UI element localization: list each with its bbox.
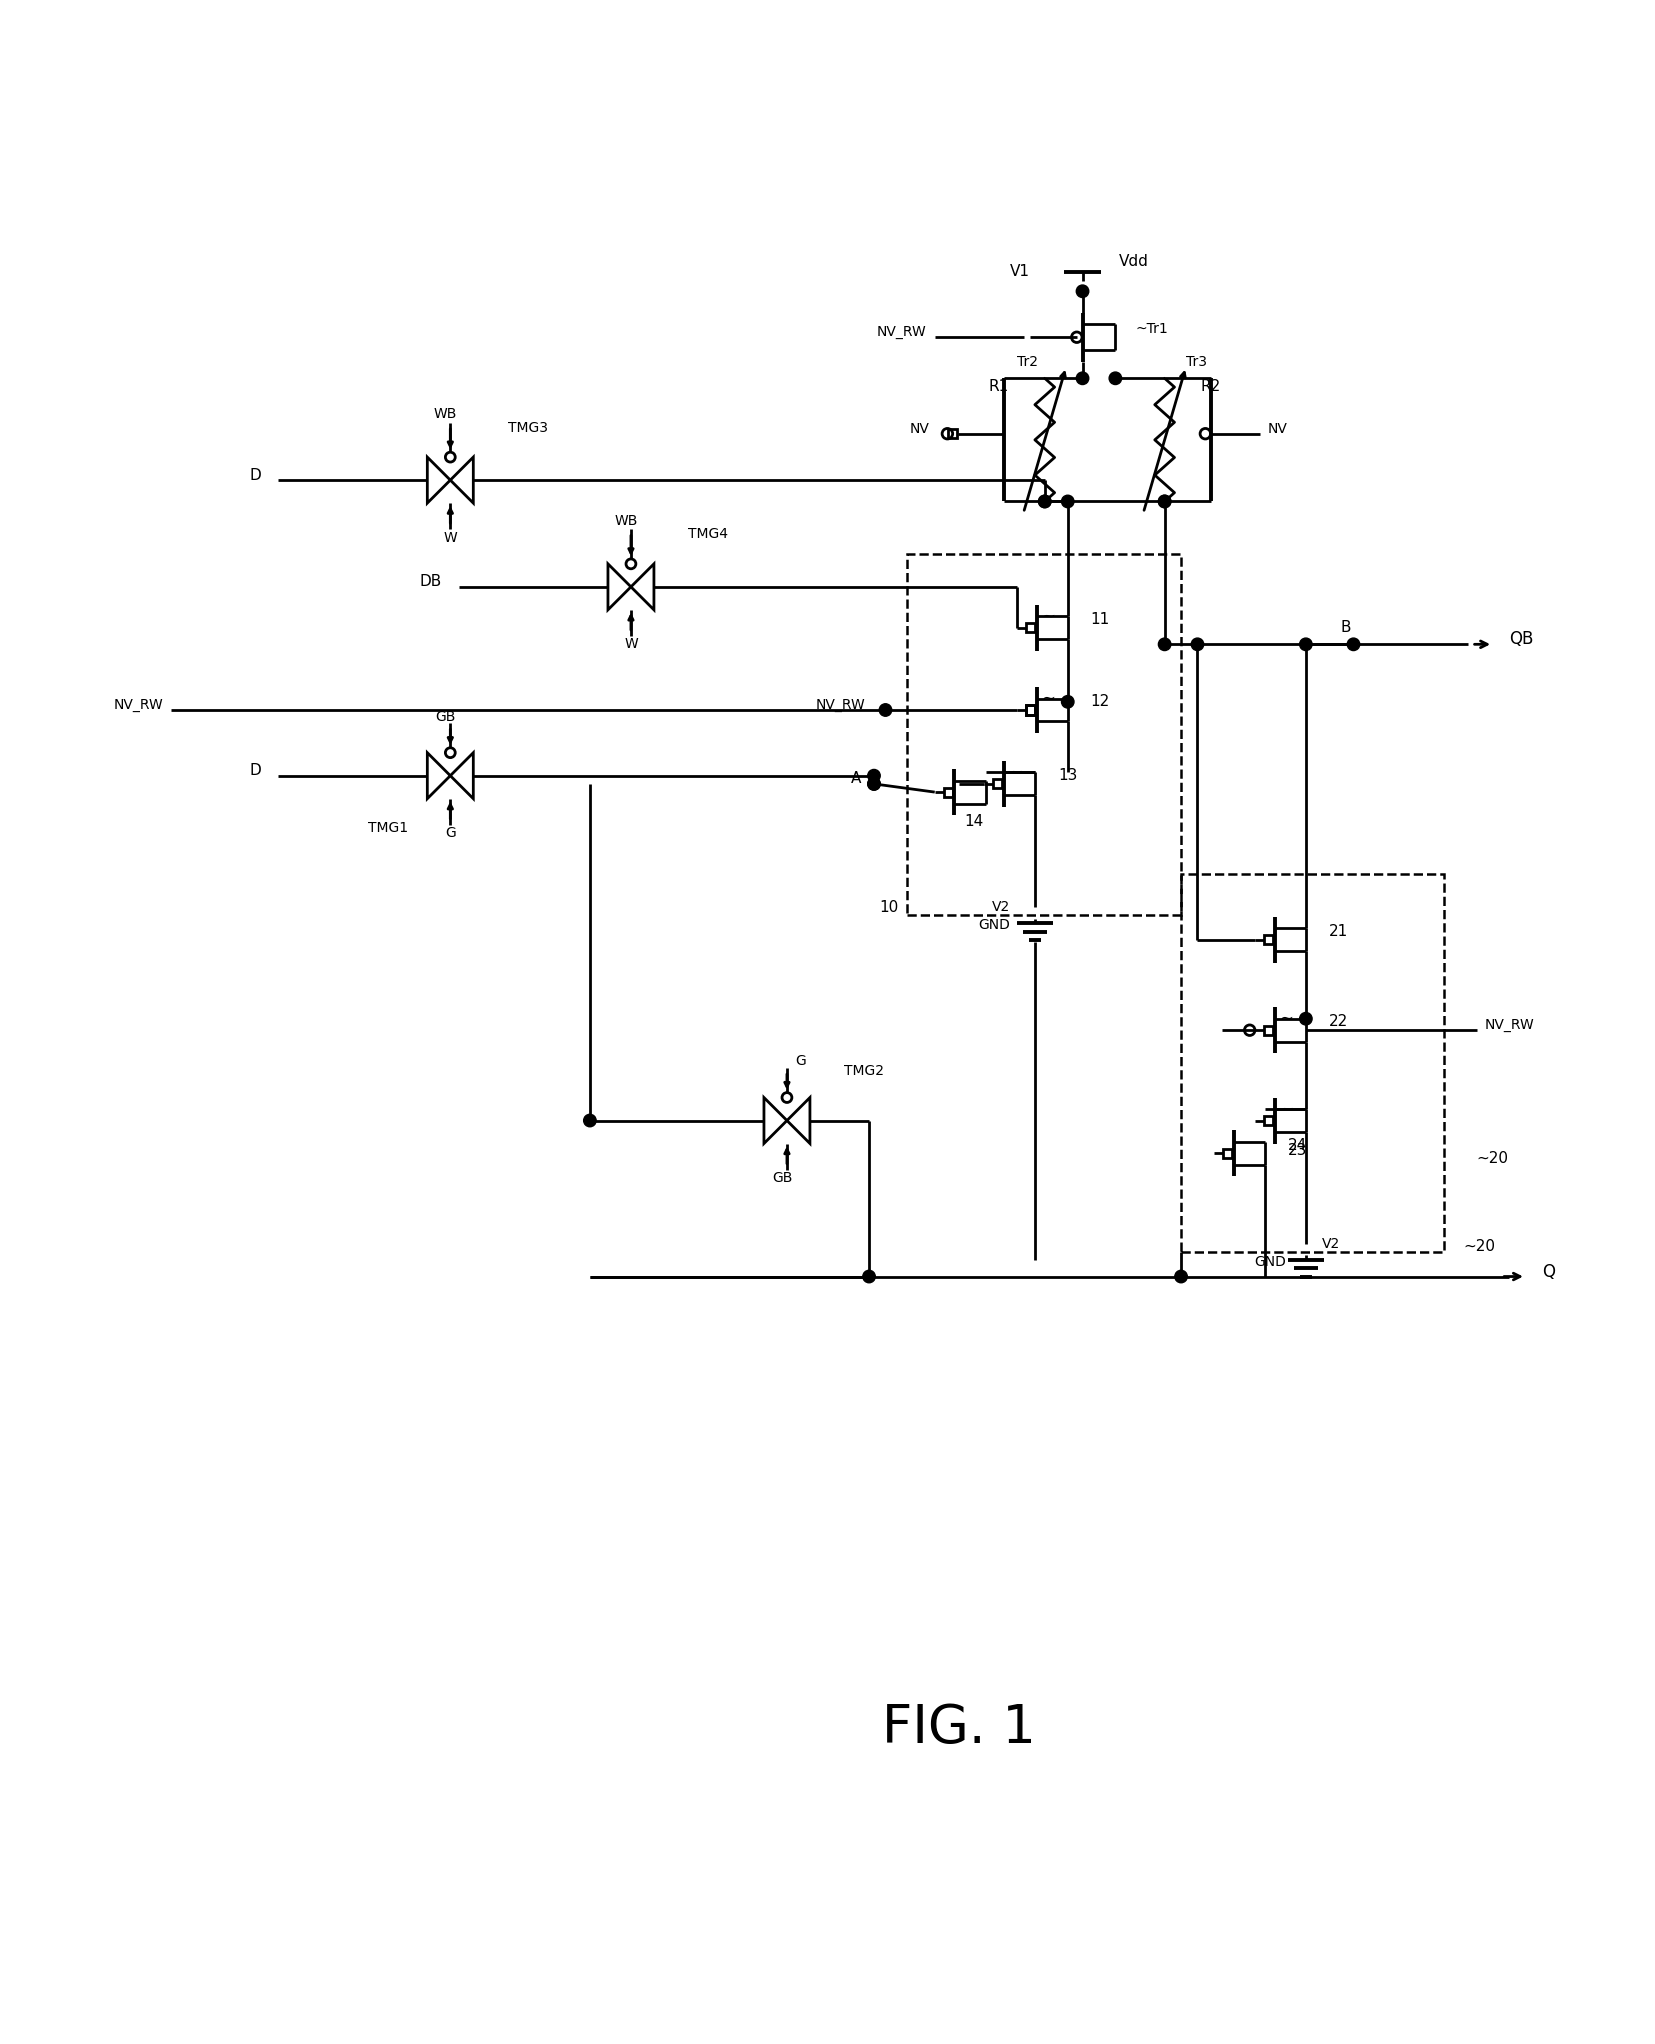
Text: NV_RW: NV_RW xyxy=(816,699,866,711)
Bar xyxy=(993,779,1001,789)
Text: 11: 11 xyxy=(1091,613,1109,628)
Text: V2: V2 xyxy=(991,899,1010,914)
Bar xyxy=(1024,705,1034,715)
Bar xyxy=(943,787,952,797)
Text: GB: GB xyxy=(771,1171,791,1186)
Text: ~: ~ xyxy=(1279,1010,1293,1028)
Text: ~20: ~20 xyxy=(1463,1239,1494,1255)
Circle shape xyxy=(862,1269,875,1284)
Text: TMG2: TMG2 xyxy=(844,1065,884,1079)
Text: ~20: ~20 xyxy=(1476,1151,1508,1165)
Bar xyxy=(1221,1149,1231,1157)
Circle shape xyxy=(1061,495,1074,507)
Text: TMG3: TMG3 xyxy=(508,421,548,435)
Text: D: D xyxy=(250,468,261,482)
Bar xyxy=(1024,705,1034,715)
Circle shape xyxy=(1158,495,1170,507)
Circle shape xyxy=(1076,284,1087,298)
Circle shape xyxy=(1190,638,1203,650)
Text: 21: 21 xyxy=(1327,924,1347,938)
Text: Tr2: Tr2 xyxy=(1016,356,1038,368)
Bar xyxy=(1263,1026,1273,1034)
Text: GND: GND xyxy=(1253,1255,1286,1269)
Circle shape xyxy=(1076,372,1087,384)
Text: B: B xyxy=(1339,621,1350,636)
Text: R2: R2 xyxy=(1200,378,1220,394)
Text: ~: ~ xyxy=(1041,689,1054,707)
Text: 14: 14 xyxy=(963,814,983,830)
Text: R1: R1 xyxy=(988,378,1008,394)
Text: 12: 12 xyxy=(1091,695,1109,709)
Text: ~: ~ xyxy=(1279,1100,1293,1118)
Bar xyxy=(1024,623,1034,632)
Text: NV_RW: NV_RW xyxy=(113,699,162,711)
Text: W: W xyxy=(624,638,637,652)
Bar xyxy=(1263,1116,1273,1124)
Circle shape xyxy=(867,769,880,783)
Text: 23: 23 xyxy=(1288,1143,1306,1157)
Text: A: A xyxy=(851,771,861,787)
Circle shape xyxy=(1109,372,1120,384)
Text: FIG. 1: FIG. 1 xyxy=(882,1703,1036,1754)
Circle shape xyxy=(1038,495,1051,507)
Circle shape xyxy=(1299,1012,1311,1024)
Text: ~Tr1: ~Tr1 xyxy=(1134,323,1167,335)
Bar xyxy=(1180,875,1443,1251)
Circle shape xyxy=(583,1114,596,1126)
Text: QB: QB xyxy=(1509,630,1533,648)
Text: Tr3: Tr3 xyxy=(1185,356,1206,368)
Text: 13: 13 xyxy=(1058,769,1077,783)
Text: NV: NV xyxy=(1268,421,1288,435)
Text: G: G xyxy=(794,1055,806,1069)
Circle shape xyxy=(1173,1269,1187,1284)
Circle shape xyxy=(1299,638,1311,650)
Circle shape xyxy=(1347,638,1359,650)
Text: D: D xyxy=(250,762,261,779)
Circle shape xyxy=(867,777,880,791)
Text: 24: 24 xyxy=(1288,1139,1306,1153)
Text: TMG1: TMG1 xyxy=(367,822,409,836)
Text: W: W xyxy=(444,531,457,544)
Text: NV_RW: NV_RW xyxy=(1485,1018,1534,1032)
Circle shape xyxy=(1158,638,1170,650)
Circle shape xyxy=(1158,495,1170,507)
Text: WB: WB xyxy=(614,515,637,527)
Text: 10: 10 xyxy=(879,899,899,914)
Text: NV_RW: NV_RW xyxy=(875,325,925,339)
Text: ~: ~ xyxy=(1008,762,1023,781)
Bar xyxy=(948,429,957,437)
Text: Q: Q xyxy=(1541,1263,1554,1282)
Bar xyxy=(907,554,1180,916)
Circle shape xyxy=(1038,495,1051,507)
Text: TMG4: TMG4 xyxy=(688,527,728,542)
Text: GND: GND xyxy=(978,918,1010,932)
Text: V2: V2 xyxy=(1321,1237,1339,1251)
Text: G: G xyxy=(445,826,455,840)
Bar xyxy=(1263,936,1273,944)
Text: GB: GB xyxy=(435,709,455,724)
Text: DB: DB xyxy=(420,574,442,589)
Text: Vdd: Vdd xyxy=(1119,253,1149,270)
Text: 22: 22 xyxy=(1327,1014,1347,1030)
Text: WB: WB xyxy=(434,407,457,421)
Text: V1: V1 xyxy=(1010,264,1029,280)
Circle shape xyxy=(867,777,880,791)
Text: NV: NV xyxy=(909,421,928,435)
Circle shape xyxy=(879,703,890,715)
Circle shape xyxy=(1061,695,1074,707)
Text: ~: ~ xyxy=(1041,607,1054,625)
